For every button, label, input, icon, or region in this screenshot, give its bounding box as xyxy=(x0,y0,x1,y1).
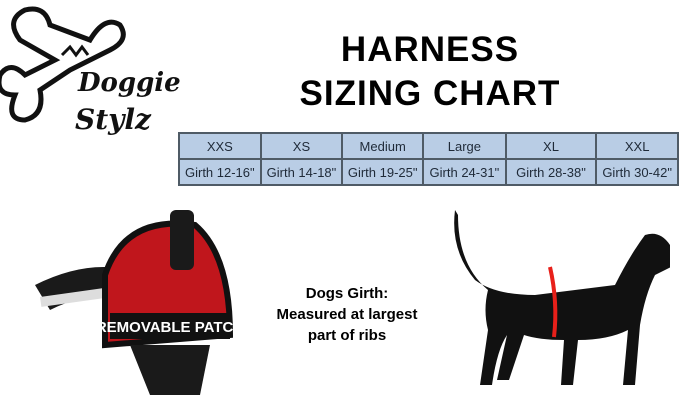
girth-cell: Girth 19-25" xyxy=(343,160,423,184)
size-table: XXS XS Medium Large XL XXL Girth 12-16" … xyxy=(178,132,679,186)
size-cell: XXS xyxy=(180,134,260,158)
girth-cell: Girth 12-16" xyxy=(180,160,260,184)
size-cell: XL xyxy=(506,134,596,158)
girth-caption: Dogs Girth: Measured at largest part of … xyxy=(262,283,432,346)
caption-line1: Dogs Girth: xyxy=(305,285,389,302)
dog-silhouette xyxy=(454,210,670,385)
girth-marker xyxy=(548,266,558,338)
size-cell: Large xyxy=(424,134,505,158)
title-line1: HARNESS xyxy=(340,30,520,69)
size-row: XXS XS Medium Large XL XXL xyxy=(180,134,677,158)
girth-cell: Girth 30-42" xyxy=(597,160,677,184)
caption-line2: Measured at largest xyxy=(276,306,418,323)
logo: Doggie Stylz xyxy=(0,0,181,150)
title-line2: SIZING CHART xyxy=(299,74,561,113)
size-cell: Medium xyxy=(343,134,423,158)
logo-text-stylz: Stylz xyxy=(75,103,151,136)
patch-text: REMOVABLE PATCH xyxy=(96,319,244,336)
girth-cell: Girth 14-18" xyxy=(261,160,342,184)
girth-cell: Girth 28-38" xyxy=(506,160,596,184)
harness-image: REMOVABLE PATCH xyxy=(35,210,244,395)
caption-line3: part of ribs xyxy=(307,327,387,344)
bone-logo-icon xyxy=(0,6,126,123)
size-cell: XS xyxy=(261,134,342,158)
logo-text-doggie: Doggie xyxy=(78,68,181,98)
girth-cell: Girth 24-31" xyxy=(424,160,505,184)
size-cell: XXL xyxy=(597,134,677,158)
girth-row: Girth 12-16" Girth 14-18" Girth 19-25" G… xyxy=(180,160,677,184)
